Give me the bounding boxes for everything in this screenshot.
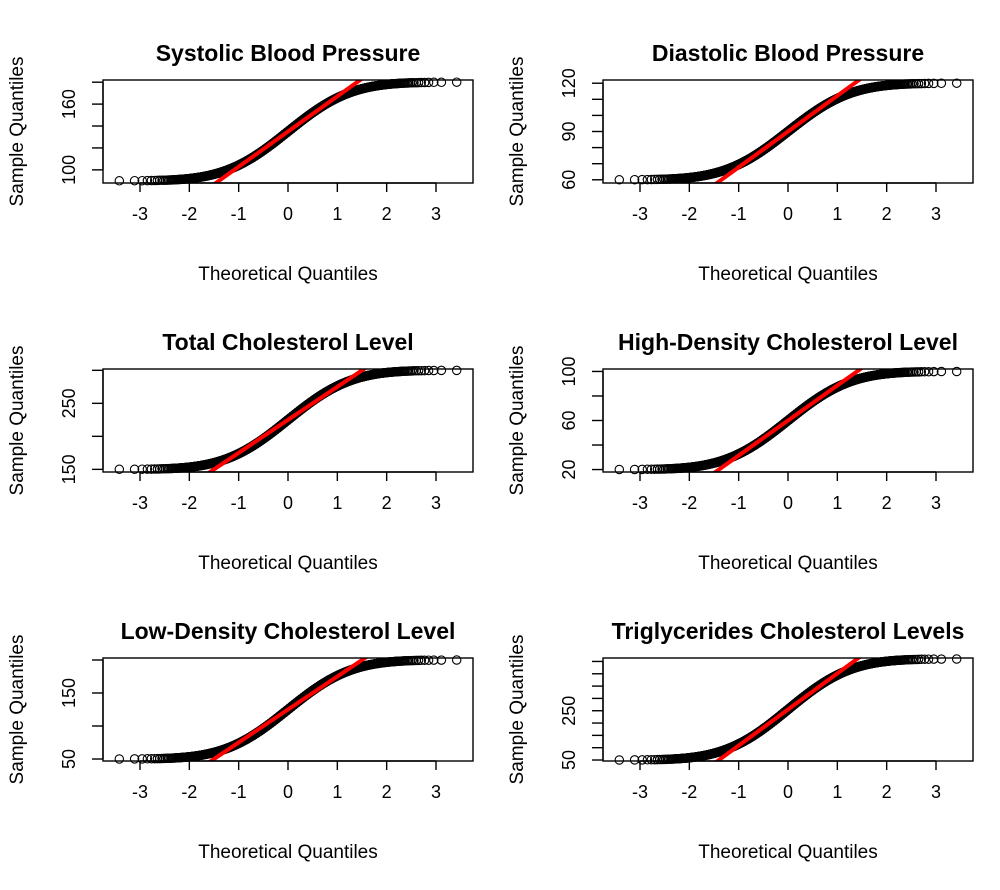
y-tick-label: 250	[59, 388, 79, 418]
data-point	[149, 175, 160, 186]
y-tick-label: 150	[59, 454, 79, 484]
x-tick-label: 0	[283, 204, 293, 224]
x-tick-label: -2	[681, 204, 697, 224]
y-axis: 150 250	[59, 369, 104, 484]
x-axis-title: Theoretical Quantiles	[698, 264, 878, 285]
qq-panel-3: High-Density Cholesterol Level-3 -2 -1 0 1 2 3…	[507, 329, 974, 574]
y-axis-title: Sample Quantiles	[507, 57, 528, 207]
panel-title: High-Density Cholesterol Level	[618, 329, 958, 355]
y-axis-title: Sample Quantiles	[7, 57, 28, 207]
x-tick-label: 2	[382, 204, 392, 224]
x-tick-label: 1	[332, 204, 342, 224]
qq-panel-0: Systolic Blood Pressure -3 -2 -1 0 1 2 3 100 160 T…	[7, 40, 474, 285]
x-tick-label: 3	[931, 204, 941, 224]
panel-title: Diastolic Blood Pressure	[652, 40, 924, 66]
x-tick-label: 1	[332, 493, 342, 513]
panel-title: Total Cholesterol Level	[162, 329, 413, 355]
x-tick-label: -2	[181, 493, 197, 513]
panel-title: Systolic Blood Pressure	[156, 40, 421, 66]
x-axis-title: Theoretical Quantiles	[198, 264, 378, 285]
y-axis: 100 160	[59, 81, 104, 185]
x-tick-label: 3	[431, 204, 441, 224]
x-tick-label: 2	[882, 204, 892, 224]
x-axis: -3 -2 -1 0 1 2 3	[132, 471, 441, 513]
x-tick-label: -1	[231, 204, 247, 224]
data-point	[114, 176, 125, 186]
x-tick-label: 3	[431, 493, 441, 513]
x-tick-label: -1	[231, 493, 247, 513]
y-tick-label: 120	[559, 68, 579, 98]
x-tick-label: 2	[382, 493, 392, 513]
data-point	[142, 175, 153, 186]
x-tick-label: -3	[632, 204, 648, 224]
qq-panel-1: Diastolic Blood Pressure -3 -2 -1 0 1 2 3 60 90 12…	[507, 40, 974, 285]
data-point	[451, 77, 462, 87]
x-tick-label: -1	[731, 204, 747, 224]
x-tick-label: -3	[132, 493, 148, 513]
data-point	[129, 175, 140, 186]
y-tick-label: 100	[59, 155, 79, 185]
y-axis-title: Sample Quantiles	[7, 346, 28, 496]
y-tick-label: 160	[59, 89, 79, 119]
y-axis: 60 90 120	[559, 68, 604, 190]
data-point	[451, 365, 462, 376]
y-tick-label: 60	[559, 170, 579, 190]
x-tick-label: 0	[783, 204, 793, 224]
x-tick-label: -3	[132, 204, 148, 224]
x-tick-label: -2	[181, 204, 197, 224]
x-tick-label: 1	[832, 204, 842, 224]
data-point	[137, 175, 147, 186]
qq-panel-2: Total Cholesterol Level -3 -2 -1 0 1 2 3 150 250 T…	[7, 329, 474, 574]
y-tick-label: 90	[559, 121, 579, 141]
x-axis: -3 -2 -1 0 1 2 3	[132, 182, 441, 224]
x-axis-title: Theoretical Quantiles	[198, 553, 378, 574]
x-axis: -3 -2 -1 0 1 2 3	[632, 182, 941, 224]
x-tick-label: 0	[283, 493, 293, 513]
